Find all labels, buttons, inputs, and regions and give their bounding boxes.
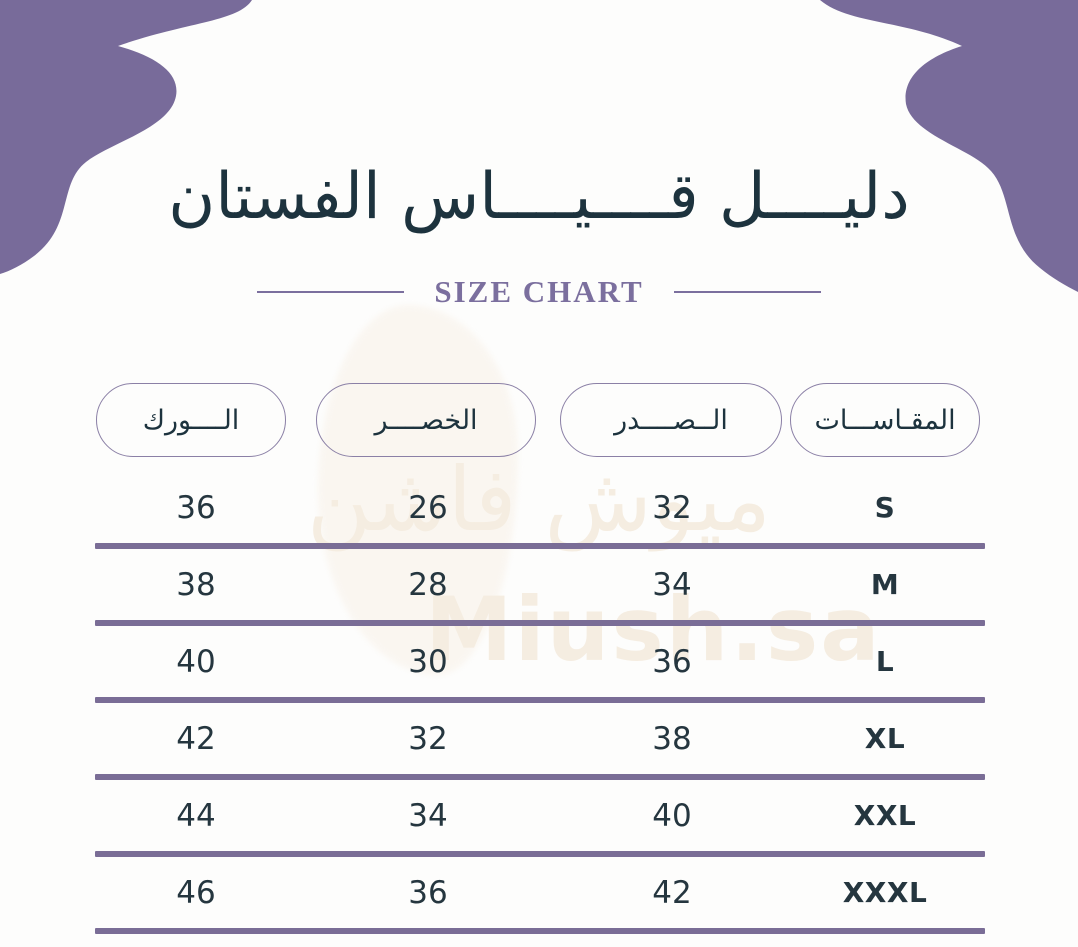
cell-size-label: XXL <box>853 799 917 832</box>
subtitle-row: SIZE CHART <box>0 274 1078 310</box>
table-row-l: 40 30 36 L <box>95 626 985 697</box>
table-row-xxxl: 46 36 42 XXXL <box>95 857 985 928</box>
corner-blob-left-decoration <box>0 0 252 274</box>
cell-waist: 30 <box>408 643 448 680</box>
table-row-xxl: 44 34 40 XXL <box>95 780 985 851</box>
row-divider <box>95 851 985 857</box>
cell-size-label: XXXL <box>842 876 928 909</box>
cell-waist: 28 <box>408 566 448 603</box>
cell-chest: 38 <box>652 720 692 757</box>
column-header-hips: الــــورك <box>96 383 286 457</box>
cell-size-label: L <box>875 645 895 678</box>
cell-chest: 42 <box>652 874 692 911</box>
cell-hips: 36 <box>176 489 216 526</box>
table-body: 36 26 32 S 38 28 34 M 40 30 36 L 42 <box>95 472 985 934</box>
column-header-chest: الــصــــدر <box>560 383 782 457</box>
subtitle-right-rule <box>673 291 821 293</box>
cell-size-label: M <box>870 568 900 601</box>
cell-chest: 32 <box>652 489 692 526</box>
row-divider <box>95 774 985 780</box>
size-table: الــــورك الخصــــر الــصــــدر المقـاسـ… <box>95 383 985 934</box>
corner-blob-right-decoration <box>820 0 1078 292</box>
cell-waist: 36 <box>408 874 448 911</box>
table-header-row: الــــورك الخصــــر الــصــــدر المقـاسـ… <box>95 383 985 457</box>
row-divider <box>95 620 985 626</box>
row-divider <box>95 543 985 549</box>
cell-chest: 34 <box>652 566 692 603</box>
cell-waist: 26 <box>408 489 448 526</box>
cell-size-label: S <box>874 491 896 524</box>
cell-size-label: XL <box>864 722 906 755</box>
page-title: دليــــل قــــيــــاس الفستان <box>168 160 910 234</box>
table-row-m: 38 28 34 M <box>95 549 985 620</box>
cell-waist: 32 <box>408 720 448 757</box>
cell-waist: 34 <box>408 797 448 834</box>
subtitle-left-rule <box>257 291 405 293</box>
cell-chest: 36 <box>652 643 692 680</box>
cell-hips: 38 <box>176 566 216 603</box>
cell-hips: 46 <box>176 874 216 911</box>
column-header-waist: الخصــــر <box>316 383 536 457</box>
cell-hips: 40 <box>176 643 216 680</box>
cell-hips: 42 <box>176 720 216 757</box>
subtitle-text: SIZE CHART <box>434 274 644 309</box>
table-row-xl: 42 32 38 XL <box>95 703 985 774</box>
table-row-s: 36 26 32 S <box>95 472 985 543</box>
cell-hips: 44 <box>176 797 216 834</box>
row-divider <box>95 697 985 703</box>
cell-chest: 40 <box>652 797 692 834</box>
column-header-sizes: المقـاســـات <box>790 383 980 457</box>
row-divider <box>95 928 985 934</box>
